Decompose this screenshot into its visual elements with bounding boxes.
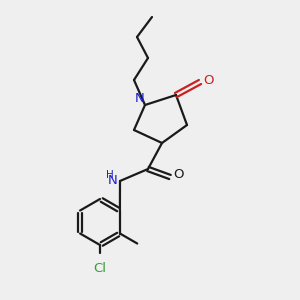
Text: N: N: [108, 175, 118, 188]
Text: Cl: Cl: [94, 262, 106, 275]
Text: O: O: [173, 169, 183, 182]
Text: O: O: [203, 74, 213, 86]
Text: H: H: [106, 170, 114, 180]
Text: N: N: [135, 92, 145, 104]
